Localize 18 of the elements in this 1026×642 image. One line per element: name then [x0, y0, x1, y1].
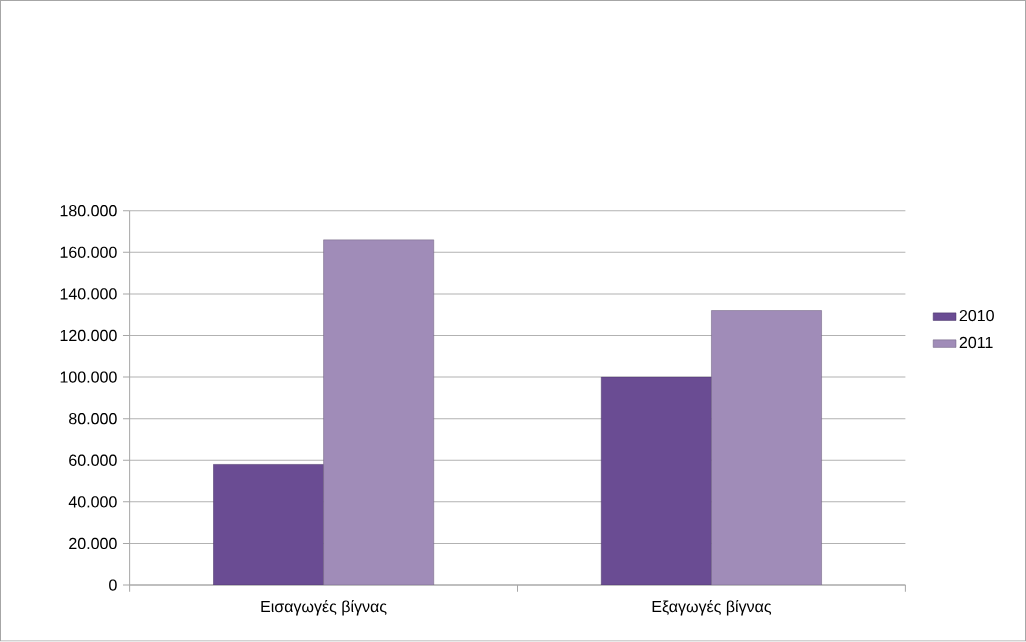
bar — [213, 464, 324, 586]
y-tick-label: 40.000 — [68, 496, 117, 508]
y-tick-label: 0 — [109, 579, 117, 591]
y-tick-label: 180.000 — [60, 205, 117, 217]
y-tick-label: 80.000 — [69, 413, 117, 425]
y-tick-label: 140.000 — [60, 288, 117, 300]
x-tick-label: Εισαγωγές βίγνας — [261, 600, 387, 616]
y-tick-label: 160.000 — [60, 246, 117, 259]
y-tick-label: 60.000 — [69, 454, 117, 467]
y-tick-label: 20.000 — [69, 537, 117, 550]
bar — [323, 239, 434, 586]
bar — [711, 310, 822, 586]
legend-label: 2010 — [959, 310, 994, 322]
bar — [601, 376, 712, 586]
legend-label: 2011 — [959, 337, 993, 349]
y-tick-label: 100.000 — [60, 371, 117, 383]
y-tick-label: 120.000 — [60, 330, 117, 342]
x-tick-label: Εξαγωγές βίγνας — [652, 600, 772, 616]
